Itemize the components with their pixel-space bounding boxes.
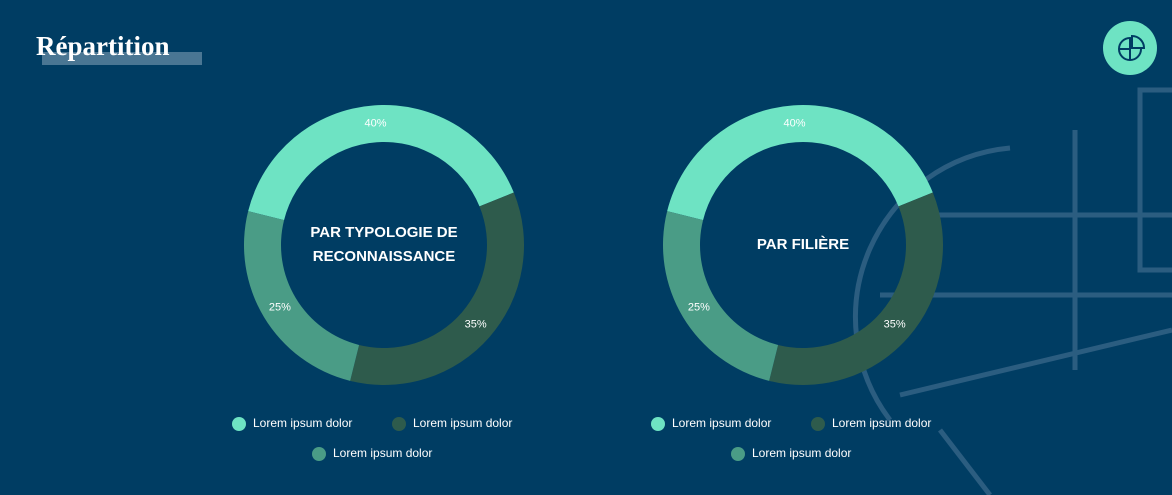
page-title: Répartition [36,31,169,61]
center-label: RECONNAISSANCE [313,248,456,265]
legend-label: Lorem ipsum dolor [333,446,432,460]
legend-label: Lorem ipsum dolor [413,416,512,430]
legend-swatch [312,447,326,461]
value-label: 25% [269,301,291,313]
legend-swatch [731,447,745,461]
legend-swatch [392,417,406,431]
value-label: 40% [784,118,806,130]
legend-swatch [232,417,246,431]
legend-swatch [811,417,825,431]
legend-label: Lorem ipsum dolor [752,446,851,460]
center-label: PAR FILIÈRE [757,236,849,253]
legend-label: Lorem ipsum dolor [253,416,352,430]
value-label: 35% [884,319,906,331]
chart-icon[interactable] [1103,21,1157,75]
legend-swatch [651,417,665,431]
background [0,0,1172,495]
center-label: PAR TYPOLOGIE DE [310,224,457,241]
legend-label: Lorem ipsum dolor [672,416,771,430]
legend-label: Lorem ipsum dolor [832,416,931,430]
page: Répartition 40% 35% 25% PAR TYPOLOGIE DE REC… [0,0,1172,495]
value-label: 35% [465,319,487,331]
value-label: 40% [365,118,387,130]
value-label: 25% [688,301,710,313]
